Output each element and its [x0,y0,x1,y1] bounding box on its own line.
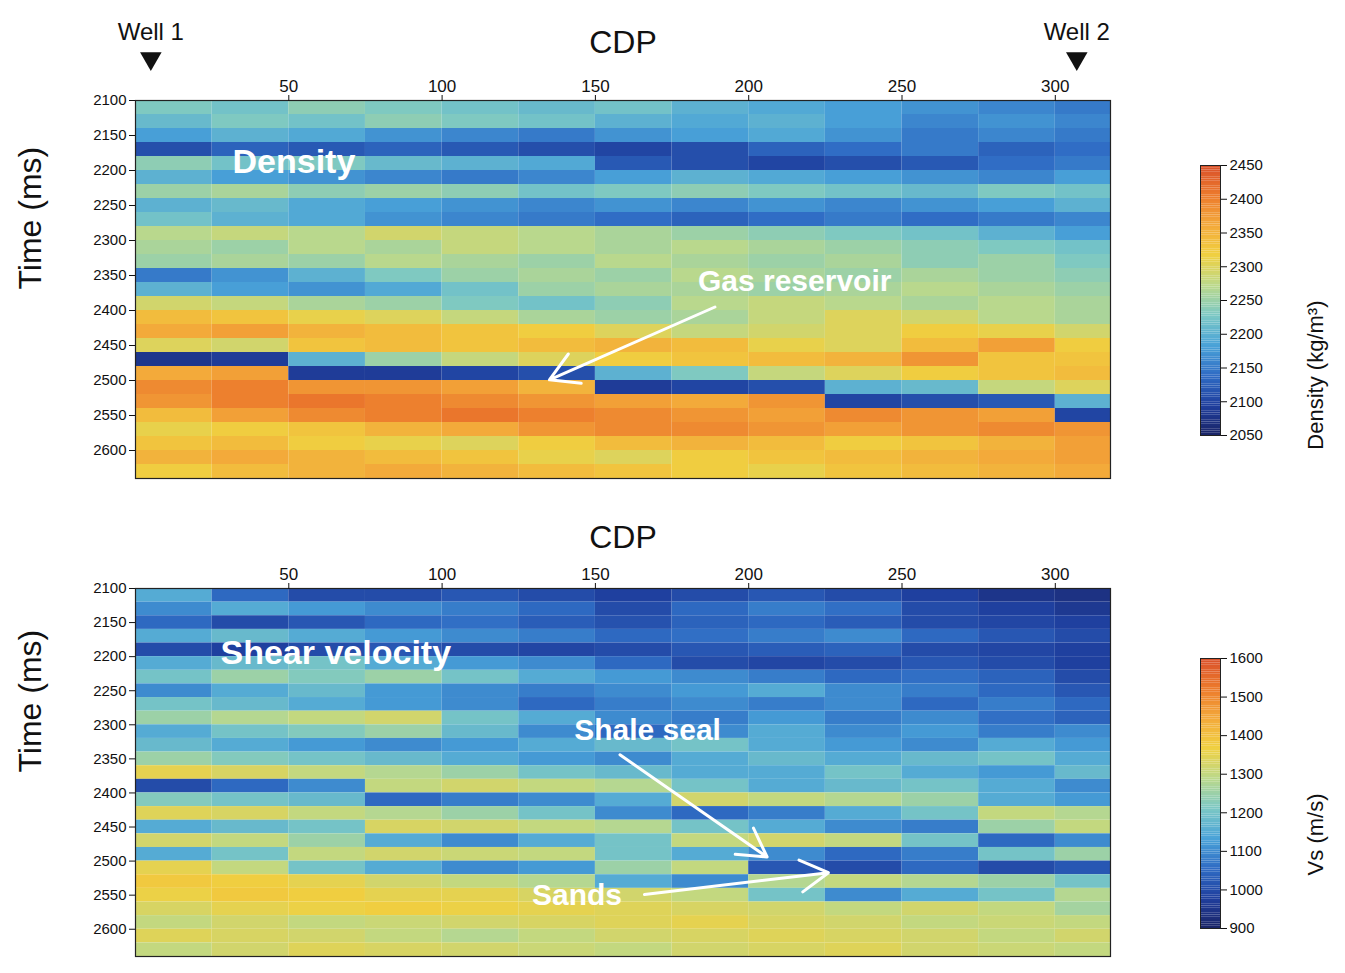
svg-text:Sands: Sands [532,878,622,911]
svg-text:2200: 2200 [1230,325,1263,342]
svg-text:2200: 2200 [93,161,126,178]
svg-text:2150: 2150 [93,613,126,630]
svg-text:250: 250 [888,77,916,96]
svg-text:100: 100 [428,565,456,584]
svg-text:2300: 2300 [1230,258,1263,275]
svg-text:Density: Density [233,142,356,180]
svg-text:2100: 2100 [93,579,126,596]
svg-text:2350: 2350 [93,750,126,767]
svg-text:2450: 2450 [93,336,126,353]
svg-text:2450: 2450 [1230,156,1263,173]
svg-text:2150: 2150 [1230,359,1263,376]
svg-text:2200: 2200 [93,647,126,664]
svg-text:1000: 1000 [1230,881,1263,898]
svg-text:50: 50 [279,565,298,584]
svg-text:200: 200 [735,77,763,96]
svg-text:CDP: CDP [589,24,657,60]
svg-text:Density (kg/m³): Density (kg/m³) [1303,301,1328,450]
svg-text:150: 150 [581,565,609,584]
svg-text:2300: 2300 [93,716,126,733]
svg-text:1300: 1300 [1230,765,1263,782]
svg-text:2050: 2050 [1230,426,1263,443]
svg-text:2250: 2250 [93,682,126,699]
svg-text:100: 100 [428,77,456,96]
svg-text:2250: 2250 [1230,291,1263,308]
svg-text:Vs (m/s): Vs (m/s) [1303,794,1328,876]
svg-text:1200: 1200 [1230,804,1263,821]
svg-text:2600: 2600 [93,920,126,937]
svg-text:300: 300 [1041,565,1069,584]
svg-text:900: 900 [1230,919,1255,936]
svg-text:2400: 2400 [1230,190,1263,207]
svg-text:Well 2: Well 2 [1044,18,1110,45]
svg-text:2500: 2500 [93,371,126,388]
svg-text:Gas reservoir: Gas reservoir [698,264,892,297]
svg-text:2400: 2400 [93,784,126,801]
svg-text:50: 50 [279,77,298,96]
svg-text:200: 200 [735,565,763,584]
svg-text:Shear velocity: Shear velocity [221,633,452,671]
svg-text:150: 150 [581,77,609,96]
svg-text:2600: 2600 [93,441,126,458]
svg-text:300: 300 [1041,77,1069,96]
svg-text:Time (ms): Time (ms) [12,147,48,290]
svg-text:2100: 2100 [93,91,126,108]
svg-text:1500: 1500 [1230,688,1263,705]
svg-text:2550: 2550 [93,886,126,903]
svg-text:2400: 2400 [93,301,126,318]
svg-text:2350: 2350 [93,266,126,283]
svg-text:2350: 2350 [1230,224,1263,241]
svg-text:2450: 2450 [93,818,126,835]
svg-text:Shale seal: Shale seal [574,713,721,746]
svg-text:1100: 1100 [1230,842,1262,859]
svg-text:Time (ms): Time (ms) [12,630,48,773]
svg-text:2150: 2150 [93,126,126,143]
svg-text:1600: 1600 [1230,649,1263,666]
svg-text:2250: 2250 [93,196,126,213]
svg-text:2500: 2500 [93,852,126,869]
svg-text:CDP: CDP [589,519,657,555]
svg-text:1400: 1400 [1230,726,1263,743]
svg-text:2550: 2550 [93,406,126,423]
svg-text:Well 1: Well 1 [118,18,184,45]
svg-text:250: 250 [888,565,916,584]
svg-text:2300: 2300 [93,231,126,248]
svg-text:2100: 2100 [1230,393,1263,410]
